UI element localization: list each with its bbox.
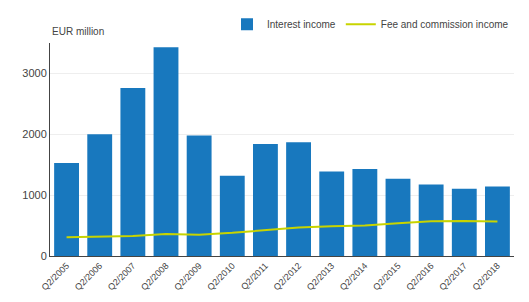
- svg-text:Q2/2007: Q2/2007: [106, 261, 137, 292]
- svg-text:Q2/2006: Q2/2006: [73, 261, 104, 292]
- svg-text:2000: 2000: [22, 128, 46, 140]
- svg-text:3000: 3000: [22, 67, 46, 79]
- svg-text:0: 0: [41, 250, 47, 262]
- svg-text:Q2/2015: Q2/2015: [371, 261, 402, 292]
- svg-text:Q2/2018: Q2/2018: [471, 261, 502, 292]
- svg-text:Q2/2012: Q2/2012: [272, 261, 303, 292]
- svg-text:1000: 1000: [22, 189, 46, 201]
- svg-text:Q2/2008: Q2/2008: [139, 261, 170, 292]
- svg-text:Q2/2009: Q2/2009: [172, 261, 203, 292]
- svg-text:Q2/2017: Q2/2017: [437, 261, 468, 292]
- svg-text:Q2/2016: Q2/2016: [404, 261, 435, 292]
- svg-text:Interest income: Interest income: [267, 19, 336, 30]
- svg-text:Fee and commission income: Fee and commission income: [381, 19, 509, 30]
- svg-text:Q2/2011: Q2/2011: [239, 261, 270, 292]
- svg-text:Q2/2013: Q2/2013: [305, 261, 336, 292]
- svg-text:Q2/2010: Q2/2010: [205, 261, 236, 292]
- svg-text:Q2/2005: Q2/2005: [40, 261, 71, 292]
- svg-text:Q2/2014: Q2/2014: [338, 261, 369, 292]
- svg-text:EUR million: EUR million: [52, 26, 104, 37]
